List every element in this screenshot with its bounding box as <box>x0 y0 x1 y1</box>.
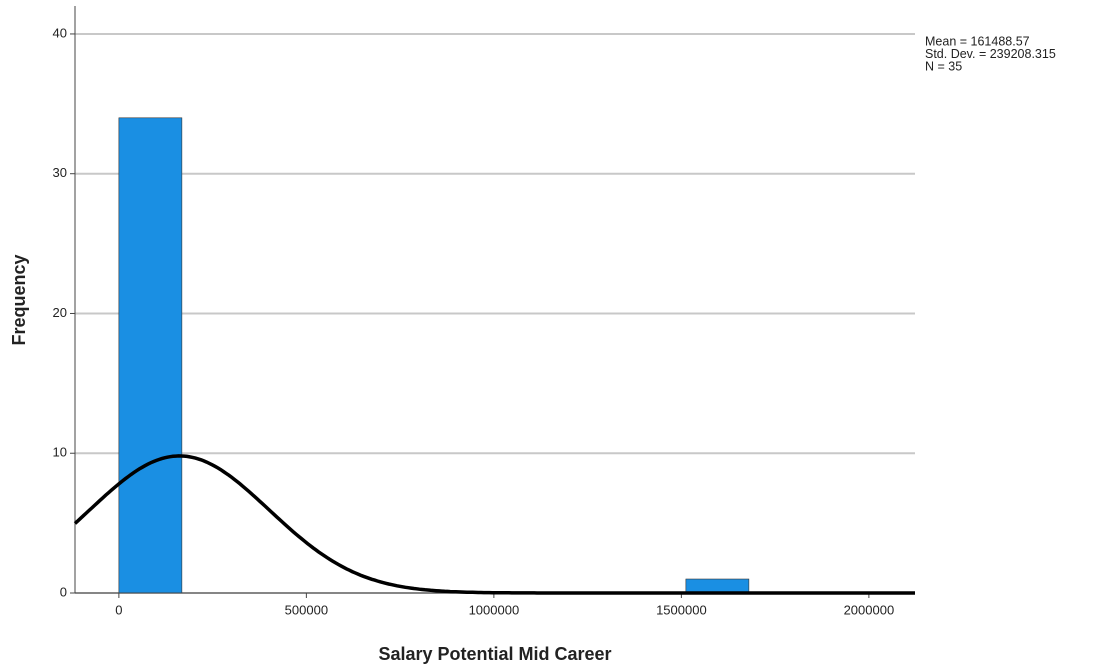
x-tick-label: 2000000 <box>844 602 895 617</box>
bar <box>685 578 750 594</box>
bar <box>118 117 183 594</box>
x-tick-label: 0 <box>115 602 122 617</box>
y-tick-label: 40 <box>53 25 67 40</box>
normal-curve <box>73 454 915 595</box>
y-tick-label: 10 <box>53 445 67 460</box>
stats-note: Std. Dev. = 239208.315 <box>925 47 1056 61</box>
y-tick-label: 0 <box>60 584 67 599</box>
x-tick-label: 1000000 <box>469 602 520 617</box>
stats-note: Mean = 161488.57 <box>925 34 1030 48</box>
stats-note: N = 35 <box>925 59 962 73</box>
y-tick-label: 20 <box>53 305 67 320</box>
x-tick-label: 1500000 <box>656 602 707 617</box>
x-axis-title: Salary Potential Mid Career <box>378 644 611 664</box>
x-tick-label: 500000 <box>285 602 328 617</box>
y-axis-title: Frequency <box>9 254 29 345</box>
y-tick-label: 30 <box>53 165 67 180</box>
